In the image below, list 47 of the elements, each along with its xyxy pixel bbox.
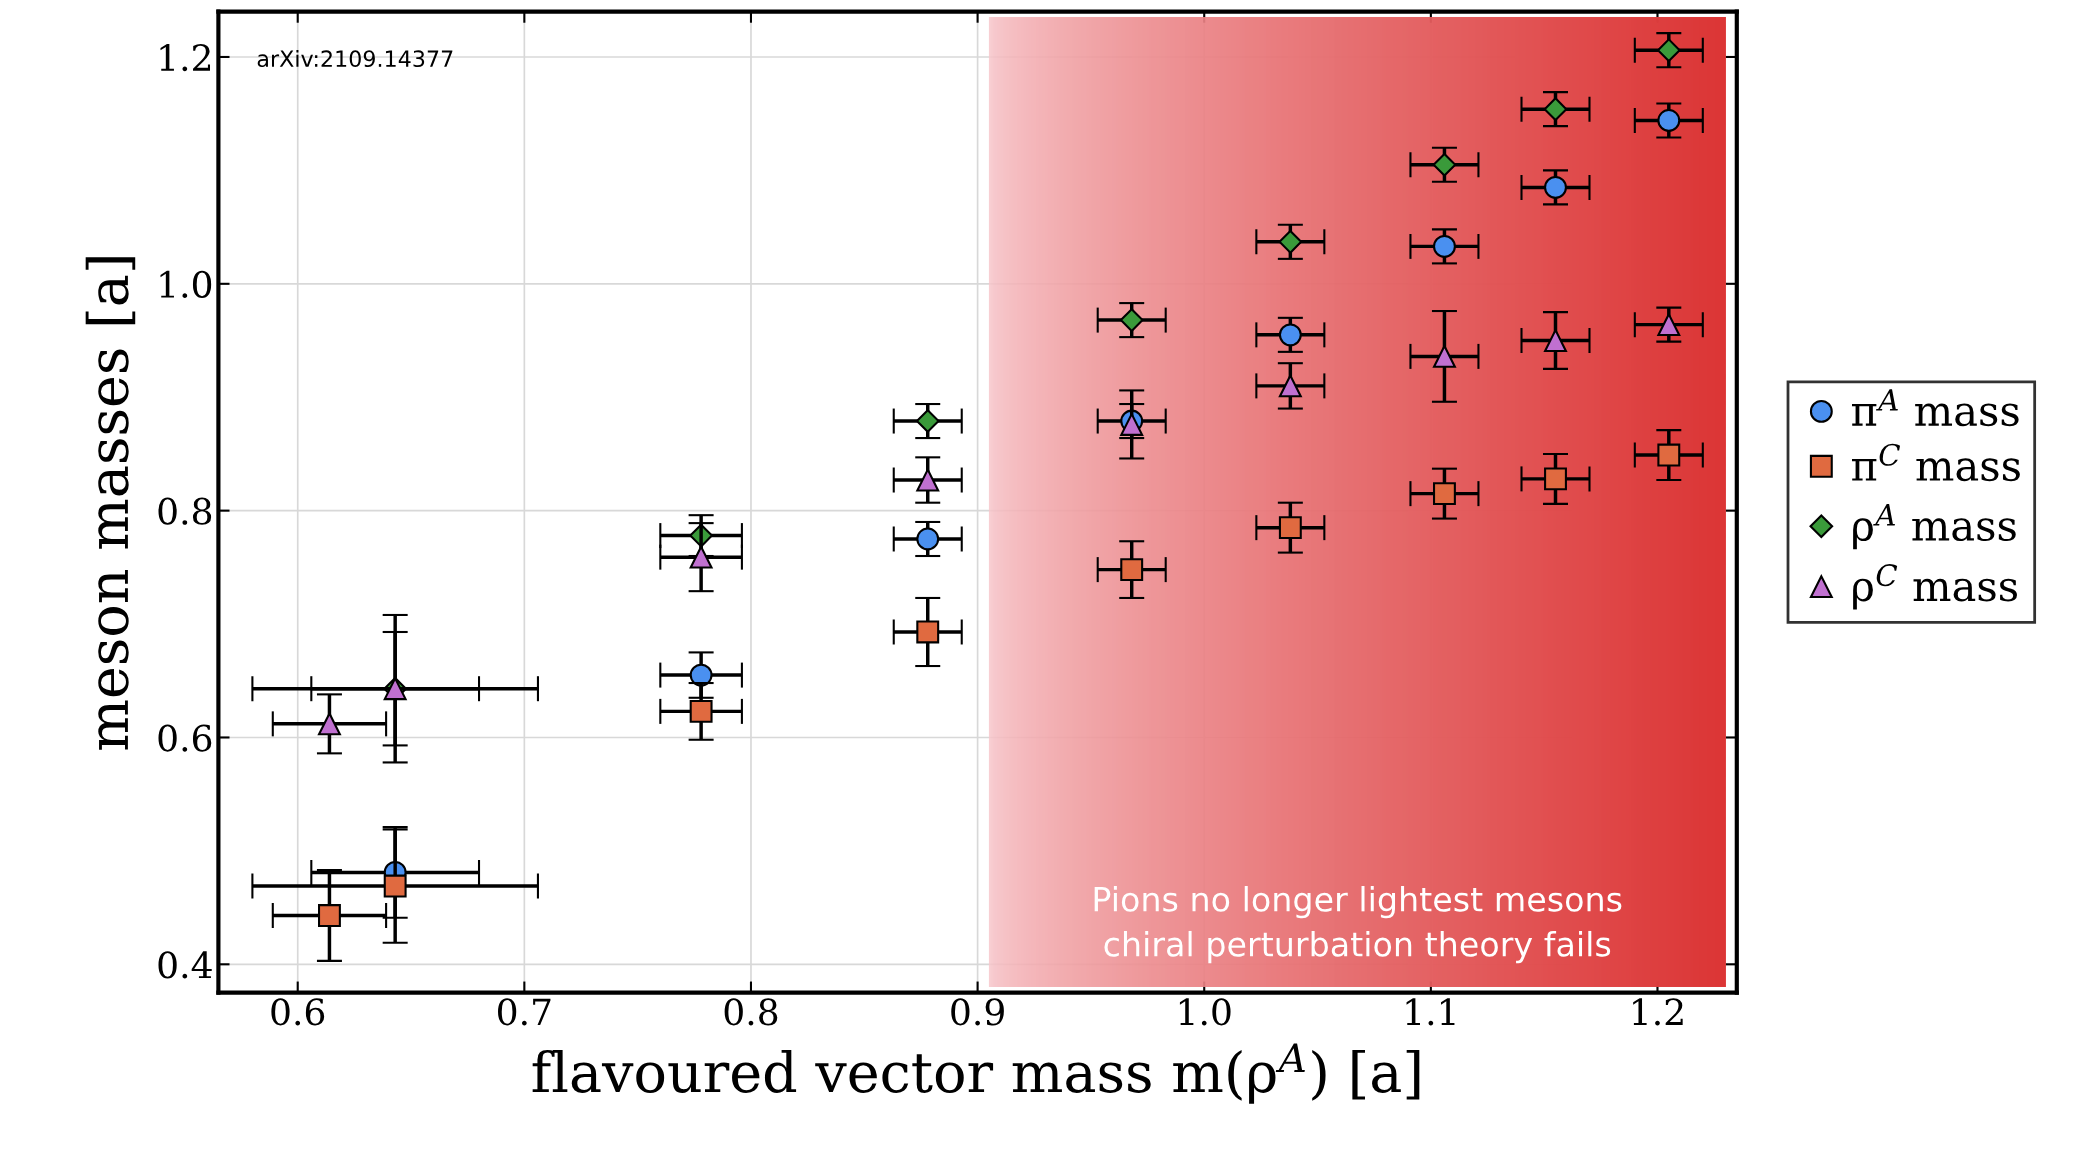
x-tick-label: 0.8 [724, 998, 778, 1026]
y-tick-label: 0.8 [158, 497, 212, 525]
point [689, 545, 713, 569]
point [915, 409, 940, 433]
point [1544, 329, 1567, 352]
point [1432, 152, 1457, 177]
point [916, 527, 940, 551]
y-tick-label: 1.2 [160, 43, 210, 72]
point [1657, 109, 1681, 132]
point [1278, 230, 1303, 254]
y-axis-title: meson masses [a] [85, 257, 136, 750]
point [1278, 374, 1302, 398]
point [916, 620, 940, 644]
x-tick-label: 1.2 [1633, 998, 1683, 1026]
point [1543, 97, 1568, 121]
legend-label: ρ$^{A}$ mass [1853, 504, 2016, 550]
y-tick-label: 0.4 [158, 951, 212, 979]
band-label: Pions no longer lightest mesons chiral perturbation theory fails [1094, 886, 1622, 964]
x-tick-label: 0.7 [498, 998, 551, 1026]
point [1119, 308, 1144, 332]
point [383, 874, 407, 898]
legend-label: π$^{C}$ mass [1852, 443, 2020, 482]
legend-label: π$^{A}$ mass [1852, 389, 2019, 427]
point [1544, 467, 1567, 491]
point [317, 712, 341, 736]
point [1278, 323, 1302, 347]
point [1544, 175, 1567, 199]
point [689, 699, 713, 723]
legend-label: ρ$^{C}$ mass [1853, 564, 2017, 610]
y-tick-label: 1.0 [160, 270, 212, 299]
x-tick-label: 1.1 [1406, 998, 1455, 1026]
point [916, 468, 940, 492]
point [1120, 558, 1144, 582]
x-tick-label: 0.9 [951, 998, 1004, 1026]
point [1278, 516, 1302, 540]
point [317, 904, 341, 927]
point [1433, 344, 1456, 368]
x-tick-label: 1.0 [1179, 998, 1231, 1026]
point [1433, 234, 1456, 258]
x-tick-label: 0.6 [271, 998, 325, 1026]
point [1657, 443, 1681, 467]
point [1433, 482, 1456, 506]
annotation: arXiv:2109.14377 [257, 49, 453, 68]
y-tick-label: 0.6 [158, 724, 212, 752]
x-axis-title: flavoured vector mass m(ρ$^{A}$) [a] [532, 1043, 1420, 1104]
point [1657, 313, 1681, 337]
point [1656, 38, 1681, 63]
